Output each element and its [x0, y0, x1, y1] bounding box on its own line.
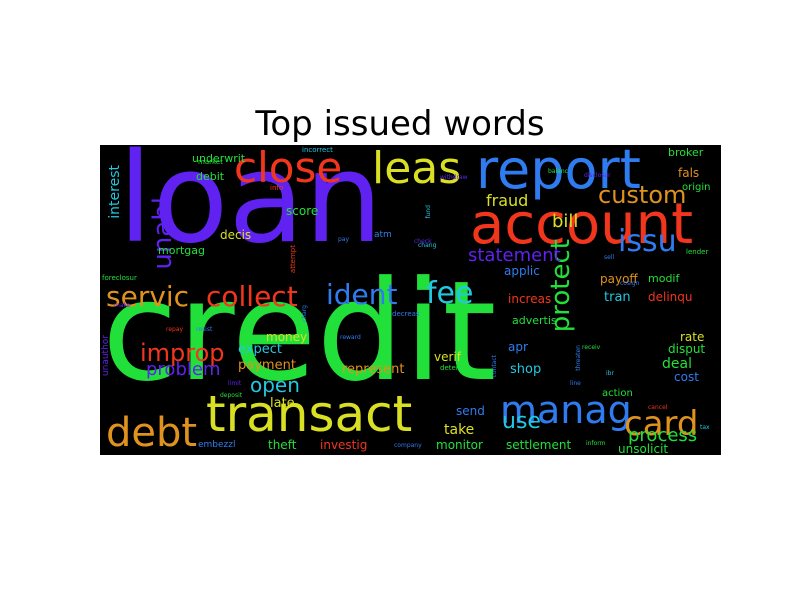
word-make: make: [114, 302, 131, 309]
word-problem: problem: [146, 359, 221, 380]
word-fund: fund: [425, 205, 432, 219]
word-disput: disput: [668, 342, 706, 356]
word-cloud: credit loan account report transact leas close…: [100, 145, 721, 455]
word-credit: credit: [102, 251, 497, 412]
word-issu: issu: [618, 224, 677, 259]
word-payment: payment: [238, 358, 296, 373]
word-modif: modif: [648, 272, 680, 285]
word-unabl: unabl: [148, 197, 178, 270]
word-deposit: deposit: [220, 392, 243, 399]
word-attempt: attempt: [289, 245, 297, 274]
word-servic: servic: [106, 280, 190, 313]
chart-title: Top issued words: [255, 104, 545, 144]
word-delinqu: delinqu: [648, 290, 693, 304]
word-settlement: settlement: [506, 438, 572, 452]
word-send: send: [456, 404, 485, 418]
word-lender: lender: [686, 248, 709, 256]
word-withdraw: withdraw: [440, 174, 468, 181]
word-ident: ident: [326, 278, 398, 311]
word-report: report: [476, 145, 641, 201]
word-disclosur: disclosur: [584, 172, 611, 179]
word-applic: applic: [504, 264, 540, 278]
word-statement: statement: [468, 245, 561, 266]
word-advertis: advertis: [512, 314, 557, 327]
word-investig: investig: [320, 438, 368, 452]
word-tran: tran: [604, 290, 631, 305]
word-inform: inform: [586, 440, 606, 447]
word-expect: expect: [238, 342, 282, 357]
word-apr: apr: [508, 340, 528, 354]
word-theft: theft: [268, 438, 297, 452]
word-money: money: [266, 330, 308, 344]
word-leas: leas: [372, 145, 462, 194]
word-check: check: [414, 238, 432, 245]
word-fee: fee: [426, 276, 474, 311]
word-ibr: ibr: [606, 370, 614, 377]
word-sell: sell: [604, 254, 615, 261]
word-collect: collect: [206, 280, 298, 313]
word-limit: limit: [228, 380, 242, 387]
word-incorrect: incorrect: [302, 146, 333, 154]
word-chang: chang: [418, 242, 437, 249]
word-charg: charg: [301, 305, 308, 322]
word-atm: atm: [374, 230, 392, 240]
word-underwrit: underwrit: [192, 152, 246, 165]
word-bill: bill: [552, 211, 579, 232]
word-cost: cost: [674, 370, 699, 384]
word-increas: increas: [508, 292, 552, 306]
word-debt: debt: [106, 410, 198, 455]
word-mortgag: mortgag: [158, 244, 205, 257]
word-embezzl: embezzl: [198, 440, 236, 450]
word-repay: repay: [166, 326, 184, 333]
word-origin: origin: [682, 182, 711, 193]
word-close: close: [234, 145, 343, 192]
word-transact: transact: [206, 385, 413, 443]
word-action: action: [602, 388, 633, 399]
word-use: use: [502, 409, 541, 434]
word-late: late: [270, 396, 295, 411]
word-fraud: fraud: [486, 191, 529, 210]
word-balanc: balanc: [548, 168, 568, 175]
word-shop: shop: [510, 362, 542, 377]
word-unsolicit: unsolicit: [618, 442, 669, 455]
word-debit: debit: [196, 170, 225, 183]
word-unauthor: unauthor: [101, 335, 111, 377]
word-score: score: [286, 204, 319, 218]
word-decreas: decreas: [392, 310, 420, 318]
word-payoff: payoff: [600, 272, 638, 286]
word-broker: broker: [668, 146, 704, 159]
word-interest: interest: [107, 165, 123, 219]
word-cosign: cosign: [620, 280, 640, 287]
word-info: info: [270, 184, 284, 192]
word-take: take: [444, 422, 475, 438]
word-resist: resist: [196, 326, 213, 333]
word-company: company: [394, 442, 422, 449]
word-fals: fals: [678, 166, 700, 180]
word-decis: decis: [220, 228, 252, 242]
word-card: card: [624, 404, 699, 444]
word-process: process: [628, 425, 698, 446]
word-determin: determin: [440, 364, 472, 372]
word-verif: verif: [434, 350, 461, 364]
word-loan: loan: [118, 145, 383, 271]
word-improp: improp: [140, 339, 225, 367]
word-account: account: [470, 192, 694, 257]
word-market: market: [198, 158, 223, 166]
word-rate: rate: [680, 330, 705, 344]
word-manag: manag: [500, 388, 632, 432]
word-reward: reward: [340, 334, 361, 341]
word-line: line: [570, 380, 581, 387]
word-tax: tax: [700, 424, 710, 431]
word-deal: deal: [662, 356, 692, 372]
word-open: open: [250, 373, 300, 397]
word-foreclosur: foreclosur: [102, 274, 137, 282]
word-custom: custom: [598, 181, 687, 209]
word-receiv: receiv: [582, 344, 601, 351]
word-contact: contact: [491, 355, 498, 378]
word-represent: represent: [342, 362, 405, 377]
word-cancel: cancel: [648, 404, 668, 411]
word-pay: pay: [338, 236, 350, 243]
word-monitor: monitor: [436, 438, 483, 452]
